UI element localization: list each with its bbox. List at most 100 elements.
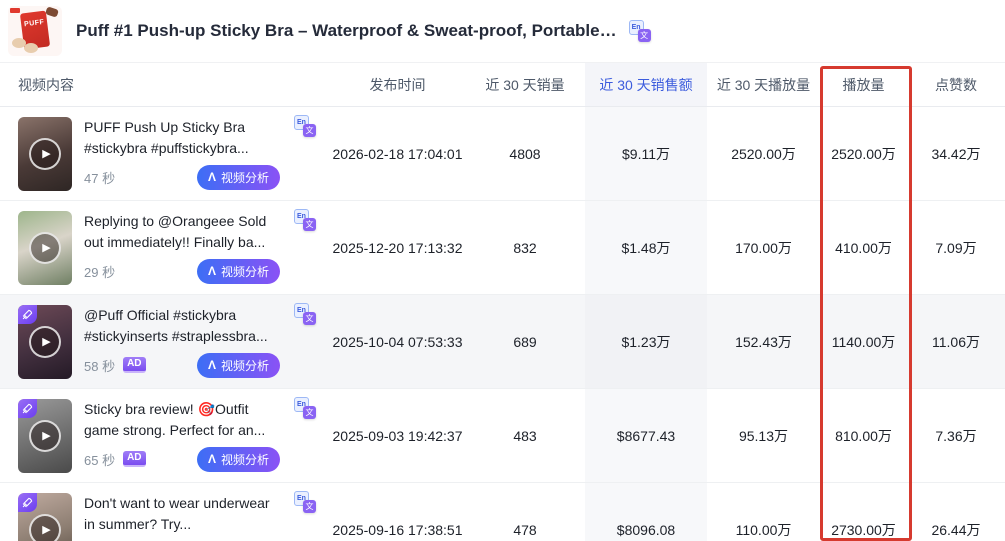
- video-info: Sticky bra review! 🎯Outfit game strong. …: [84, 399, 280, 472]
- revenue-30d-cell: $8677.43: [585, 389, 707, 482]
- video-cell: ▶ Don't want to wear underwear in summer…: [0, 483, 330, 541]
- translate-icon[interactable]: En 文: [294, 491, 316, 513]
- video-info: PUFF Push Up Sticky Bra #stickybra #puff…: [84, 117, 280, 190]
- translate-icon[interactable]: En 文: [294, 209, 316, 231]
- sales-30d-cell: 832: [513, 239, 537, 256]
- revenue-30d-cell: $1.23万: [585, 295, 707, 388]
- video-thumbnail[interactable]: ▶: [18, 116, 72, 191]
- product-image-detail: [24, 43, 38, 53]
- play-icon: ▶: [29, 419, 61, 452]
- video-title[interactable]: PUFF Push Up Sticky Bra #stickybra #puff…: [84, 119, 249, 156]
- table-body: ▶ PUFF Push Up Sticky Bra #stickybra #pu…: [0, 107, 1005, 541]
- product-image: PUFF: [8, 6, 62, 56]
- translate-wen-glyph: 文: [303, 500, 316, 513]
- column-header-30d-sales[interactable]: 近 30 天销量: [485, 76, 565, 93]
- ai-video-analysis-button[interactable]: Λ 视频分析: [196, 446, 280, 472]
- likes-cell: 7.36万: [935, 427, 977, 444]
- sales-30d-cell: 4808: [509, 145, 541, 162]
- total-plays-cell: 2730.00万: [831, 521, 896, 538]
- video-cell: ▶ @Puff Official #stickybra #stickyinser…: [0, 295, 330, 388]
- table-row[interactable]: ▶ Don't want to wear underwear in summer…: [0, 483, 1005, 541]
- column-header-publish-time[interactable]: 发布时间: [369, 76, 426, 93]
- translate-icon[interactable]: En 文: [294, 303, 316, 325]
- ad-badge: AD: [123, 357, 146, 374]
- video-thumbnail[interactable]: ▶: [18, 398, 72, 473]
- total-plays-cell: 2520.00万: [831, 145, 896, 162]
- video-thumbnail[interactable]: ▶: [18, 210, 72, 285]
- table-row[interactable]: ▶ Sticky bra review! 🎯Outfit game strong…: [0, 389, 1005, 483]
- ai-logo-icon: Λ: [207, 358, 216, 373]
- ai-video-analysis-button[interactable]: Λ 视频分析: [196, 164, 280, 190]
- product-header: PUFF Puff #1 Push-up Sticky Bra – Waterp…: [0, 0, 1005, 63]
- column-header-30d-revenue[interactable]: 近 30 天销售额: [585, 63, 707, 106]
- video-thumbnail[interactable]: ▶: [18, 304, 72, 379]
- ai-logo-icon: Λ: [207, 170, 216, 185]
- video-thumbnail[interactable]: ▶: [18, 492, 72, 541]
- ai-video-analysis-label: 视频分析: [220, 452, 269, 467]
- publish-time-cell: 2026-02-18 17:04:01: [332, 145, 463, 162]
- total-plays-cell: 1140.00万: [831, 333, 896, 350]
- boost-rocket-icon: [18, 304, 37, 324]
- video-meta: 65 秒 AD Λ 视频分析: [84, 446, 280, 472]
- translate-wen-glyph: 文: [303, 124, 316, 137]
- plays-30d-cell: 170.00万: [735, 239, 792, 256]
- video-title[interactable]: Replying to @Orangeee Sold out immediate…: [84, 213, 267, 250]
- column-header-total-plays[interactable]: 播放量: [842, 76, 885, 93]
- play-icon: ▶: [29, 513, 61, 541]
- translate-wen-glyph: 文: [303, 312, 316, 325]
- ad-badge: AD: [123, 451, 146, 468]
- likes-cell: 11.06万: [932, 333, 980, 350]
- ai-video-analysis-label: 视频分析: [220, 170, 269, 185]
- video-info: @Puff Official #stickybra #stickyinserts…: [84, 305, 280, 378]
- ai-logo-icon: Λ: [207, 452, 216, 467]
- video-title[interactable]: Don't want to wear underwear in summer? …: [84, 495, 270, 532]
- publish-time-cell: 2025-12-20 17:13:32: [332, 239, 463, 256]
- plays-30d-cell: 110.00万: [735, 521, 792, 538]
- video-duration: 58 秒: [84, 358, 116, 374]
- video-info: Don't want to wear underwear in summer? …: [84, 493, 280, 541]
- video-cell: ▶ Sticky bra review! 🎯Outfit game strong…: [0, 389, 330, 482]
- likes-cell: 34.42万: [931, 145, 981, 162]
- video-meta: 29 秒 Λ 视频分析: [84, 258, 280, 284]
- product-image-detail: [12, 38, 26, 48]
- sales-30d-cell: 478: [513, 521, 537, 538]
- product-title: Puff #1 Push-up Sticky Bra – Waterproof …: [76, 21, 617, 40]
- likes-cell: 7.09万: [935, 239, 977, 256]
- ai-video-analysis-button[interactable]: Λ 视频分析: [196, 258, 280, 284]
- table-row[interactable]: ▶ Replying to @Orangeee Sold out immedia…: [0, 201, 1005, 295]
- publish-time-cell: 2025-10-04 07:53:33: [332, 333, 463, 350]
- translate-icon[interactable]: En 文: [294, 115, 316, 137]
- table-row[interactable]: ▶ PUFF Push Up Sticky Bra #stickybra #pu…: [0, 107, 1005, 201]
- ai-video-analysis-button[interactable]: Λ 视频分析: [196, 352, 280, 378]
- play-icon: ▶: [29, 231, 61, 264]
- table-row[interactable]: ▶ @Puff Official #stickybra #stickyinser…: [0, 295, 1005, 389]
- video-cell: ▶ Replying to @Orangeee Sold out immedia…: [0, 201, 330, 294]
- play-icon: ▶: [29, 137, 61, 170]
- sales-30d-cell: 689: [513, 333, 537, 350]
- column-header-likes[interactable]: 点赞数: [935, 76, 977, 93]
- revenue-30d-cell: $1.48万: [585, 201, 707, 294]
- revenue-30d-cell: $8096.08: [585, 483, 707, 541]
- product-image-detail: [45, 6, 59, 18]
- boost-rocket-icon: [18, 398, 37, 418]
- ai-video-analysis-label: 视频分析: [220, 264, 269, 279]
- video-duration: 65 秒: [84, 452, 116, 468]
- boost-rocket-icon: [18, 492, 37, 512]
- ai-logo-icon: Λ: [207, 264, 216, 279]
- total-plays-cell: 410.00万: [835, 239, 892, 256]
- video-cell: ▶ PUFF Push Up Sticky Bra #stickybra #pu…: [0, 107, 330, 200]
- revenue-30d-cell: $9.11万: [585, 107, 707, 200]
- video-title[interactable]: Sticky bra review! 🎯Outfit game strong. …: [84, 401, 266, 438]
- translate-wen-glyph: 文: [637, 29, 651, 42]
- plays-30d-cell: 152.43万: [735, 333, 792, 350]
- column-header-30d-plays[interactable]: 近 30 天播放量: [716, 76, 811, 93]
- translate-icon[interactable]: En 文: [294, 397, 316, 419]
- sales-30d-cell: 483: [513, 427, 537, 444]
- video-duration: 29 秒: [84, 264, 116, 280]
- video-duration: 47 秒: [84, 170, 116, 186]
- product-image-detail: [10, 8, 20, 13]
- translate-icon[interactable]: En 文: [628, 20, 651, 42]
- video-meta: 47 秒 Λ 视频分析: [84, 164, 280, 190]
- video-title[interactable]: @Puff Official #stickybra #stickyinserts…: [84, 307, 268, 344]
